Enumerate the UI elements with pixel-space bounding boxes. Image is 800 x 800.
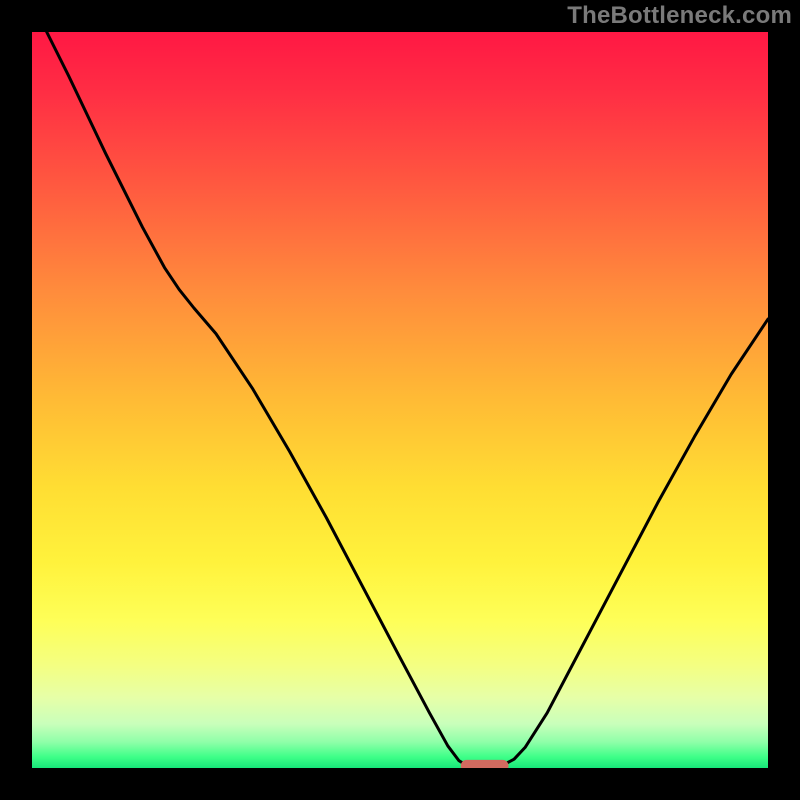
watermark-text: TheBottleneck.com: [567, 2, 792, 30]
chart-svg: [32, 32, 768, 768]
plot-area: [32, 32, 768, 768]
optimal-marker: [461, 760, 509, 768]
chart-frame: TheBottleneck.com: [0, 0, 800, 800]
